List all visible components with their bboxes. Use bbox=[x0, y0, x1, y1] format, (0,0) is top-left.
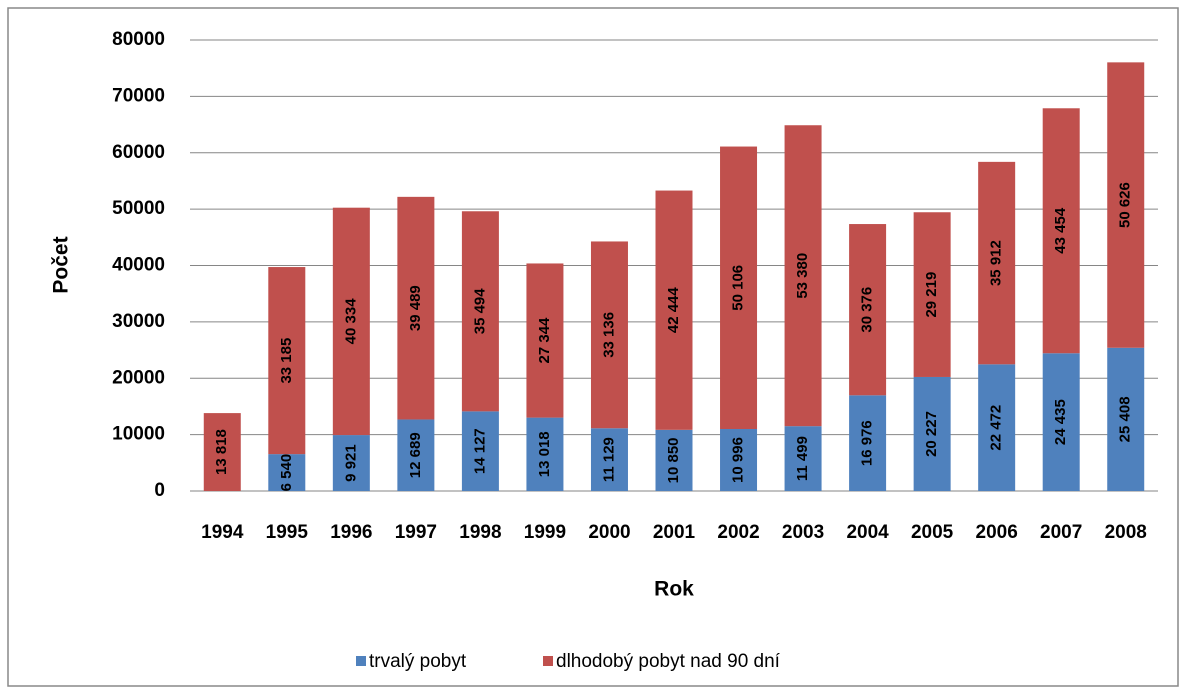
bar-segment bbox=[978, 161, 1016, 365]
bar-segment bbox=[978, 364, 1016, 491]
y-tick-label: 30000 bbox=[112, 311, 165, 332]
bar-segment bbox=[1107, 347, 1145, 491]
data-label: 53 380 bbox=[794, 253, 811, 299]
x-tick-label: 2006 bbox=[976, 522, 1018, 543]
data-label: 35 494 bbox=[471, 288, 488, 335]
x-tick-label: 1997 bbox=[395, 522, 437, 543]
data-label: 43 454 bbox=[1052, 207, 1069, 254]
bar-segment bbox=[655, 190, 693, 430]
data-label: 30 376 bbox=[859, 287, 876, 333]
bar-segment bbox=[461, 211, 499, 412]
x-tick-label: 2008 bbox=[1105, 522, 1147, 543]
data-label: 50 106 bbox=[730, 265, 747, 311]
bar-segment bbox=[526, 417, 564, 491]
data-label: 24 435 bbox=[1052, 399, 1069, 445]
bar-segment bbox=[913, 212, 951, 377]
bar-segment bbox=[332, 207, 370, 436]
data-label: 35 912 bbox=[988, 240, 1005, 286]
bar-segment bbox=[590, 428, 628, 491]
legend-swatch bbox=[356, 656, 366, 666]
data-label: 16 976 bbox=[859, 420, 876, 466]
data-label: 50 626 bbox=[1117, 182, 1134, 228]
y-tick-label: 20000 bbox=[112, 367, 165, 388]
x-tick-label: 1996 bbox=[330, 522, 372, 543]
x-tick-label: 1994 bbox=[201, 522, 244, 543]
x-tick-label: 2002 bbox=[717, 522, 759, 543]
data-label: 10 850 bbox=[665, 437, 682, 483]
y-tick-label: 60000 bbox=[112, 142, 165, 163]
data-label: 6 540 bbox=[278, 454, 295, 492]
y-tick-label: 40000 bbox=[112, 255, 165, 276]
legend-label: trvalý pobyt bbox=[369, 651, 467, 672]
bar-segment bbox=[784, 125, 822, 427]
data-label: 11 499 bbox=[794, 436, 811, 481]
y-tick-label: 70000 bbox=[112, 85, 165, 106]
bar-segment bbox=[849, 395, 887, 491]
y-axis-label: Počet bbox=[50, 236, 73, 293]
x-tick-label: 2000 bbox=[588, 522, 630, 543]
data-label: 12 689 bbox=[407, 432, 424, 478]
bar-segment bbox=[461, 411, 499, 491]
data-label: 13 018 bbox=[536, 431, 553, 477]
bar-segment bbox=[1042, 353, 1080, 491]
data-label: 40 334 bbox=[342, 298, 359, 345]
data-label: 39 489 bbox=[407, 285, 424, 331]
bar-segment bbox=[913, 376, 951, 491]
data-label: 22 472 bbox=[988, 405, 1005, 451]
bar-segment bbox=[720, 146, 758, 430]
y-tick-label: 50000 bbox=[112, 198, 165, 219]
x-tick-label: 1995 bbox=[266, 522, 309, 543]
bar-segment bbox=[590, 241, 628, 429]
x-tick-label: 1998 bbox=[459, 522, 501, 543]
y-tick-label: 80000 bbox=[112, 29, 165, 50]
x-tick-label: 2003 bbox=[782, 522, 824, 543]
data-label: 29 219 bbox=[923, 272, 940, 318]
data-label: 13 818 bbox=[213, 429, 230, 475]
y-tick-label: 10000 bbox=[112, 424, 165, 445]
bar-segment bbox=[849, 224, 887, 396]
bar-segment bbox=[720, 429, 758, 491]
data-label: 11 129 bbox=[600, 437, 617, 482]
data-label: 25 408 bbox=[1117, 396, 1134, 442]
x-tick-label: 2004 bbox=[846, 522, 889, 543]
data-label: 42 444 bbox=[665, 287, 682, 334]
legend-label: dlhodobý pobyt nad 90 dní bbox=[556, 651, 781, 672]
bar-segment bbox=[784, 426, 822, 491]
bar-segment bbox=[526, 263, 564, 418]
bar-segment bbox=[1042, 108, 1080, 354]
data-label: 10 996 bbox=[730, 437, 747, 483]
x-tick-label: 2007 bbox=[1040, 522, 1082, 543]
bar-segment bbox=[268, 267, 306, 455]
data-label: 20 227 bbox=[923, 411, 940, 457]
data-label: 14 127 bbox=[471, 428, 488, 474]
data-label: 9 921 bbox=[342, 444, 359, 482]
bar-segment bbox=[397, 419, 435, 491]
bar-segment bbox=[1107, 62, 1145, 348]
x-tick-label: 2001 bbox=[653, 522, 696, 543]
legend-swatch bbox=[543, 656, 553, 666]
bar-segment bbox=[332, 435, 370, 491]
data-label: 27 344 bbox=[536, 317, 553, 364]
bar-segment bbox=[397, 196, 435, 420]
x-tick-label: 1999 bbox=[524, 522, 566, 543]
x-axis-label: Rok bbox=[654, 578, 694, 601]
x-tick-label: 2005 bbox=[911, 522, 954, 543]
bar-segment bbox=[203, 413, 241, 491]
y-tick-label: 0 bbox=[154, 480, 165, 501]
bar-segment bbox=[655, 429, 693, 491]
data-label: 33 185 bbox=[278, 338, 295, 384]
bar-segment bbox=[268, 454, 306, 491]
data-label: 33 136 bbox=[600, 312, 617, 358]
